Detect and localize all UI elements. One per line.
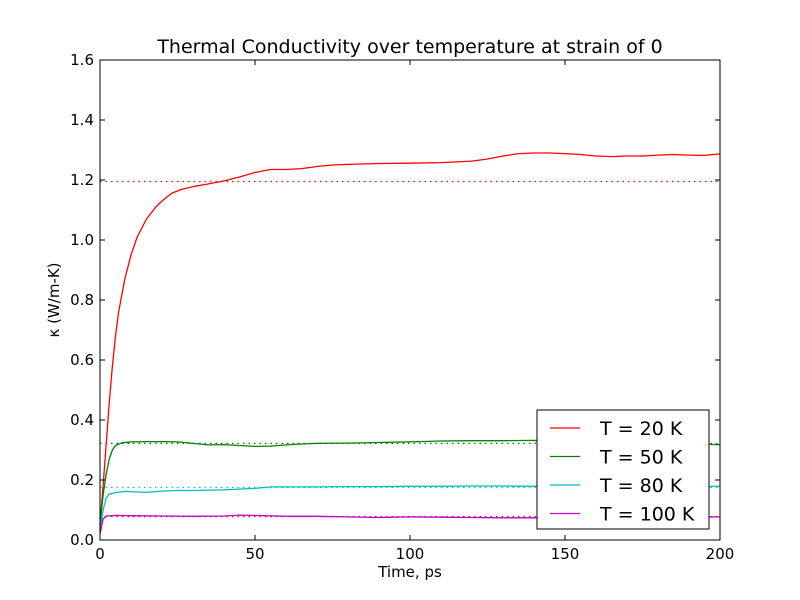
- x-tick-label: 200: [706, 545, 735, 563]
- x-axis-label: Time, ps: [377, 563, 442, 581]
- series-line-1: [99, 152, 721, 526]
- legend-label-1: T = 20 K: [599, 418, 683, 440]
- y-tick-label: 0.6: [70, 351, 94, 369]
- axis-ticks: 0 50 100 150 200 0.0 0.2 0.4 0.6 0.8 1.0 1.2 1.4 1.6: [70, 51, 734, 563]
- y-tick-label: 0.2: [70, 471, 94, 489]
- y-tick-label: 1.2: [70, 171, 94, 189]
- x-tick-label: 100: [396, 545, 425, 563]
- legend-label-4: T = 100 K: [599, 504, 695, 526]
- x-tick-label: 0: [95, 545, 105, 563]
- y-tick-label: 0.8: [70, 291, 94, 309]
- y-tick-label: 0.4: [70, 411, 94, 429]
- y-axis-label: κ (W/m-K): [45, 262, 63, 337]
- legend-label-2: T = 50 K: [599, 447, 683, 469]
- y-tick-label: 1.4: [70, 111, 94, 129]
- y-tick-label: 1.0: [70, 231, 94, 249]
- y-tick-label: 0.0: [70, 531, 94, 549]
- chart-title: Thermal Conductivity over temperature at…: [156, 36, 662, 58]
- legend-box: [536, 409, 710, 530]
- x-tick-label: 150: [551, 545, 580, 563]
- legend-label-3: T = 80 K: [599, 475, 683, 497]
- plot-area: [99, 152, 721, 535]
- legend: T = 20 K T = 50 K T = 80 K T = 100 K: [536, 409, 710, 530]
- x-tick-label: 50: [245, 545, 264, 563]
- y-tick-label: 1.6: [70, 51, 94, 69]
